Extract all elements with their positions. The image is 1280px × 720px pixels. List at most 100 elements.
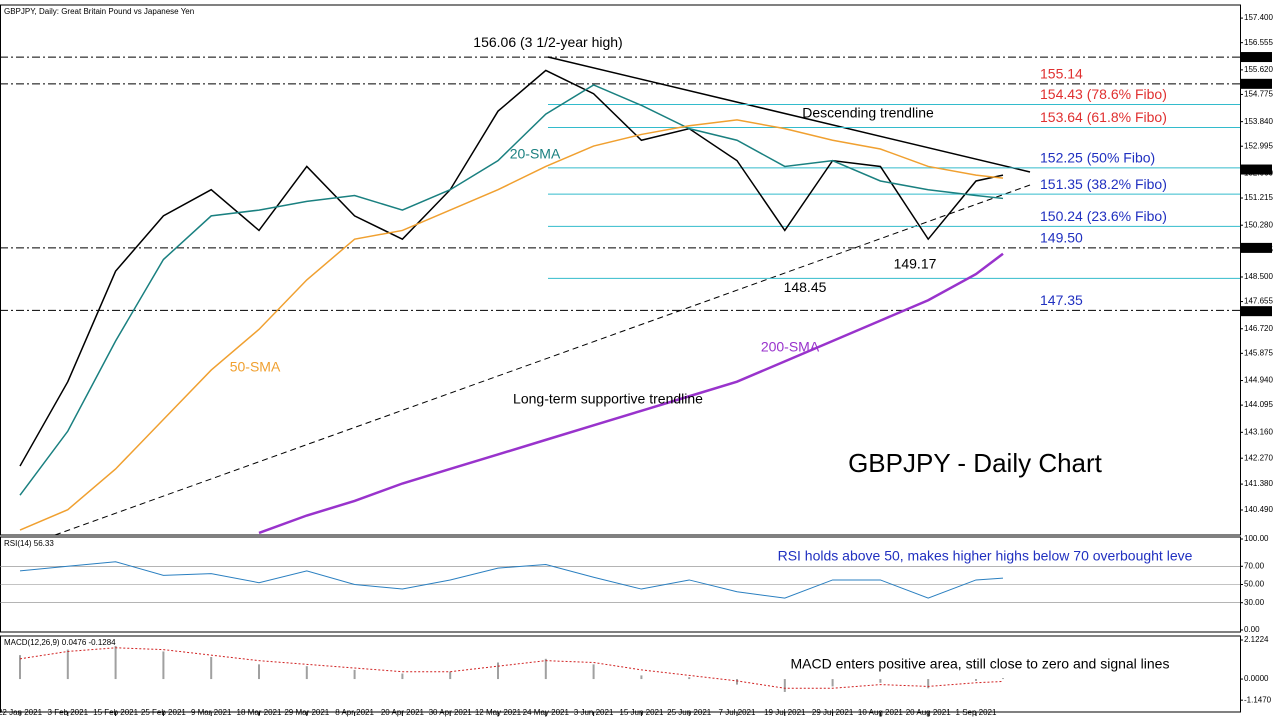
panel-title: RSI(14) 56.33 (4, 539, 54, 548)
macd-bar (927, 679, 930, 689)
x-tick-label: 20 Apr 2021 (381, 708, 425, 717)
level-label: 153.64 (61.8% Fibo) (1040, 109, 1167, 125)
macd-bar (401, 673, 404, 680)
x-tick-label: 25 Jun 2021 (667, 708, 712, 717)
y-tick-label: 100.00 (1244, 534, 1269, 543)
price-line (19, 84, 1004, 496)
x-tick-label: 30 Apr 2021 (429, 708, 473, 717)
macd-bar (1002, 678, 1004, 680)
x-tick-label: 25 Feb 2021 (141, 708, 186, 717)
x-tick-label: 18 Mar 2021 (237, 708, 282, 717)
price-box-label: 155.140 (1242, 79, 1271, 88)
x-tick-label: 9 Mar 2021 (191, 708, 232, 717)
y-tick-label: 144.095 (1244, 400, 1273, 409)
y-tick-label: 143.160 (1244, 427, 1273, 436)
macd-bar (162, 651, 165, 680)
annotation: GBPJPY - Daily Chart (848, 448, 1103, 478)
y-tick-label: 148.500 (1244, 272, 1273, 281)
x-tick-label: 24 May 2021 (523, 708, 570, 717)
annotation: 149.17 (894, 256, 937, 272)
y-tick-label: 151.215 (1244, 193, 1273, 202)
panel-frame (0, 4, 1241, 536)
y-tick-label: 144.940 (1244, 376, 1273, 385)
price-box (1240, 164, 1272, 175)
level-label: 152.25 (50% Fibo) (1040, 150, 1155, 166)
y-tick-label: 154.775 (1244, 90, 1273, 99)
price-box (1240, 52, 1272, 63)
macd-bar (305, 666, 308, 680)
x-tick-label: 29 Jul 2021 (812, 708, 854, 717)
macd-bar (66, 649, 69, 680)
y-tick-label: 145.875 (1244, 348, 1273, 357)
x-tick-label: 7 Jul 2021 (719, 708, 756, 717)
x-tick-label: 8 Apr 2021 (335, 708, 374, 717)
x-tick-label: 19 Jul 2021 (764, 708, 806, 717)
level-label: 156.06 (3 1/2-year high) (473, 34, 622, 50)
price-line (258, 252, 1004, 535)
rsi-annotation: RSI holds above 50, makes higher highs b… (778, 548, 1193, 564)
y-tick-label: 157.400 (1244, 13, 1273, 22)
y-tick-label: 141.380 (1244, 479, 1273, 488)
series-label: 200-SMA (761, 339, 820, 355)
y-tick-label: -1.1470 (1244, 695, 1272, 704)
price-box (1240, 242, 1272, 253)
y-tick-label: 153.840 (1244, 117, 1273, 126)
y-tick-label: 0.00 (1244, 625, 1260, 634)
y-tick-label: 50.00 (1244, 580, 1265, 589)
macd-bar (592, 664, 595, 680)
y-tick-label: 152.995 (1244, 141, 1273, 150)
descending-trendline (547, 56, 1031, 173)
annotation: Long-term supportive trendline (513, 391, 703, 407)
macd-bar (497, 662, 499, 680)
panel-title: GBPJPY, Daily: Great Britain Pound vs Ja… (4, 7, 194, 16)
y-tick-label: 147.655 (1244, 297, 1273, 306)
macd-bar (783, 679, 786, 692)
macd-bar (544, 658, 547, 680)
y-tick-label: 0.0000 (1244, 674, 1269, 683)
level-label: 154.43 (78.6% Fibo) (1040, 86, 1167, 102)
macd-bar (210, 656, 213, 680)
price-box (1240, 306, 1272, 317)
macd-bar (640, 675, 643, 680)
x-tick-label: 3 Jun 2021 (574, 708, 614, 717)
y-tick-label: 155.620 (1244, 65, 1273, 74)
macd-bar (831, 679, 834, 687)
x-tick-label: 15 Jun 2021 (619, 708, 664, 717)
signal-line (19, 647, 1004, 689)
macd-bar (975, 679, 977, 681)
y-tick-label: 70.00 (1244, 561, 1265, 570)
level-label: 151.35 (38.2% Fibo) (1040, 176, 1167, 192)
level-label: 147.35 (1040, 292, 1083, 308)
y-tick-label: 146.720 (1244, 324, 1273, 333)
macd-bar (688, 677, 691, 680)
price-line (19, 119, 1004, 531)
price-box-label: 152.194 (1242, 165, 1271, 174)
macd-bar (449, 671, 452, 680)
level-label: 155.14 (1040, 66, 1083, 82)
macd-bar (353, 669, 356, 680)
panel-frame (0, 635, 1241, 713)
price-box-label: 156.061 (1242, 52, 1271, 61)
x-tick-label: 15 Feb 2021 (93, 708, 138, 717)
price-line (19, 69, 1004, 467)
macd-bar (114, 645, 117, 680)
y-tick-label: 30.00 (1244, 598, 1265, 607)
macd-bar (879, 679, 882, 683)
x-tick-label: 1 Sep 2021 (956, 708, 997, 717)
x-tick-label: 22 Jan 2021 (0, 708, 43, 717)
level-label: 149.50 (1040, 230, 1083, 246)
x-tick-label: 29 Mar 2021 (284, 708, 329, 717)
rsi-line (19, 561, 1004, 599)
supportive-trendline (54, 184, 1031, 536)
y-tick-label: 142.270 (1244, 453, 1273, 462)
x-tick-label: 10 Aug 2021 (858, 708, 903, 717)
x-tick-label: 3 Feb 2021 (48, 708, 89, 717)
series-label: 50-SMA (230, 359, 281, 375)
y-tick-label: 140.490 (1244, 505, 1273, 514)
price-box-label: 147.325 (1242, 306, 1271, 315)
macd-annotation: MACD enters positive area, still close t… (791, 656, 1170, 672)
series-label: 20-SMA (510, 146, 561, 162)
macd-bar (736, 679, 738, 685)
price-box (1240, 78, 1272, 89)
